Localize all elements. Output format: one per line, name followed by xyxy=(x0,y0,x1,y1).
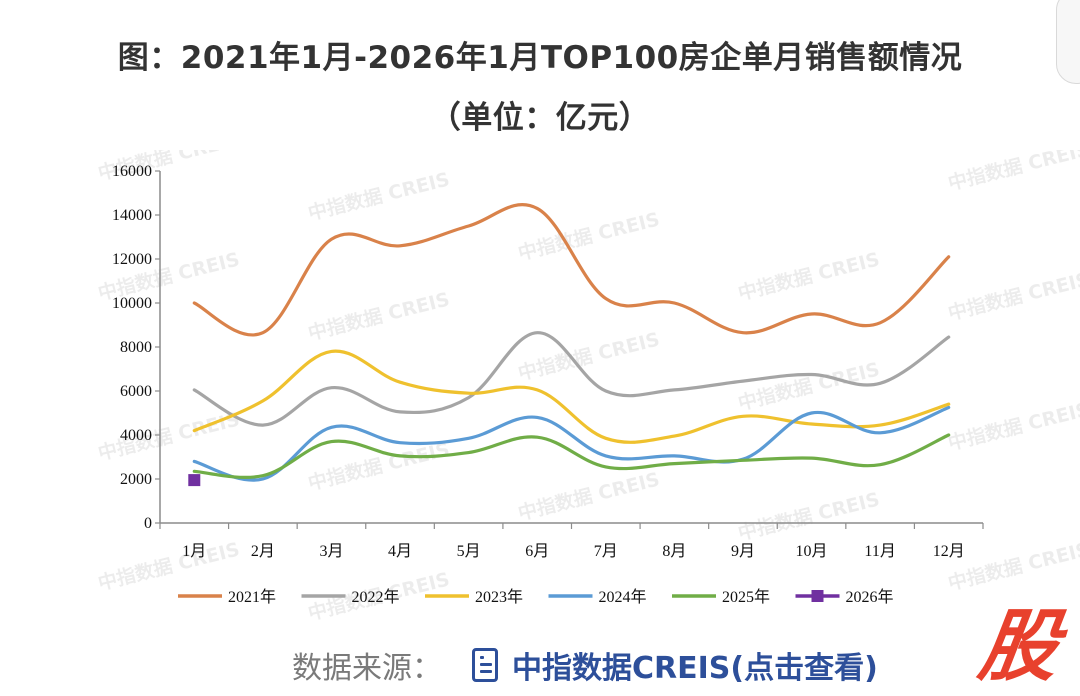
watermark-text: 中指数据 CREIS xyxy=(96,407,242,464)
watermark-text: 中指数据 CREIS xyxy=(946,267,1080,324)
legend-label-2024: 2024年 xyxy=(599,588,647,606)
watermark-text: 中指数据 CREIS xyxy=(736,357,882,414)
series-2026 xyxy=(188,474,201,487)
series-line-2021 xyxy=(192,202,951,337)
x-tick-label: 3月 xyxy=(319,543,343,560)
line-chart: 中指数据 CREIS 中指数据 CREIS 中指数据 CREIS 中指数据 CREIS… xyxy=(96,150,1080,620)
y-tick-label: 16000 xyxy=(112,163,152,180)
document-icon[interactable] xyxy=(472,648,498,682)
series-line-2022 xyxy=(192,331,951,427)
watermark-text: 中指数据 CREIS xyxy=(516,467,662,524)
y-tick-label: 6000 xyxy=(120,383,152,400)
x-tick-label: 4月 xyxy=(388,543,412,560)
series-layer xyxy=(188,202,951,487)
axes: 0 2000 4000 6000 8000 10000 12000 14000 16000 1月 2… xyxy=(112,163,984,560)
watermark-text: 中指数据 CREIS xyxy=(736,150,882,155)
y-tick-label: 8000 xyxy=(120,339,152,356)
y-tick-label: 4000 xyxy=(120,427,152,444)
legend-item-2025: 2025年 xyxy=(672,588,770,606)
data-point-2026-1月 xyxy=(188,474,201,487)
y-tick-label: 12000 xyxy=(112,251,152,268)
side-panel-handle[interactable] xyxy=(1056,0,1080,84)
source-link[interactable]: 中指数据CREIS(点击查看) xyxy=(512,651,878,686)
legend: 2021年 2022年 2023年 2024年 2025年 2026年 xyxy=(178,588,894,606)
stock-logo: 股 xyxy=(973,602,1065,692)
legend-label-2021: 2021年 xyxy=(228,588,276,606)
x-tick-label: 9月 xyxy=(731,543,755,560)
legend-label-2023: 2023年 xyxy=(475,588,523,606)
x-tick-label: 7月 xyxy=(594,543,618,560)
x-tick-label: 11月 xyxy=(864,543,895,560)
x-tick-label: 5月 xyxy=(457,543,481,560)
y-tick-label: 14000 xyxy=(112,207,152,224)
legend-label-2022: 2022年 xyxy=(352,588,400,606)
chart-title: 图：2021年1月-2026年1月TOP100房企单月销售额情况 xyxy=(117,40,963,76)
series-2024 xyxy=(192,405,951,482)
series-2021 xyxy=(192,202,951,337)
legend-item-2022: 2022年 xyxy=(301,588,400,606)
x-tick-label: 8月 xyxy=(662,543,686,560)
series-2022 xyxy=(192,331,951,427)
legend-label-2026: 2026年 xyxy=(846,588,894,606)
legend-item-2026: 2026年 xyxy=(795,588,894,606)
x-tick-label: 2月 xyxy=(251,543,275,560)
x-tick-label: 12月 xyxy=(933,543,965,560)
watermark-text: 中指数据 CREIS xyxy=(306,287,452,344)
y-tick-label: 2000 xyxy=(120,471,152,488)
watermark-text: 中指数据 CREIS xyxy=(306,437,452,494)
series-line-2023 xyxy=(192,349,951,444)
series-line-2025 xyxy=(192,433,951,479)
y-tick-label: 0 xyxy=(144,515,152,532)
x-tick-label: 1月 xyxy=(182,543,206,560)
watermark-text: 中指数据 CREIS xyxy=(516,207,662,264)
series-2025 xyxy=(192,433,951,479)
legend-marker-2026 xyxy=(811,590,824,602)
legend-item-2021: 2021年 xyxy=(178,588,276,606)
x-tick-label: 6月 xyxy=(525,543,549,560)
y-tick-label: 10000 xyxy=(112,295,152,312)
series-2023 xyxy=(192,349,951,444)
watermark-text: 中指数据 CREIS xyxy=(736,247,882,304)
legend-label-2025: 2025年 xyxy=(722,588,770,606)
watermark-text: 中指数据 CREIS xyxy=(946,537,1080,594)
watermark-text: 中指数据 CREIS xyxy=(736,487,882,544)
watermark-text: 中指数据 CREIS xyxy=(946,150,1080,195)
watermark-text: 中指数据 CREIS xyxy=(306,167,452,224)
watermark-text: 中指数据 CREIS xyxy=(96,537,242,594)
series-line-2024 xyxy=(192,405,951,482)
legend-item-2023: 2023年 xyxy=(425,588,523,606)
data-source-row: 数据来源： 中指数据CREIS(点击查看) xyxy=(292,642,878,688)
legend-item-2024: 2024年 xyxy=(548,588,647,606)
chart-unit-subtitle: （单位：亿元） xyxy=(429,100,651,136)
watermark-text: 中指数据 CREIS xyxy=(946,397,1080,454)
source-label: 数据来源： xyxy=(292,651,442,686)
x-tick-label: 10月 xyxy=(796,543,828,560)
